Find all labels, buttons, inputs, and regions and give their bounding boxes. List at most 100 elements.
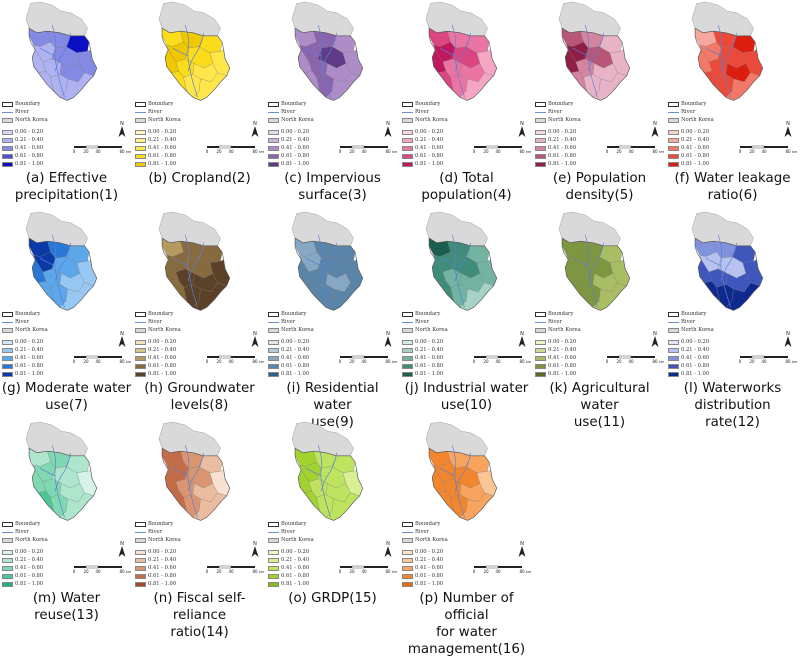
- legend-label: North Korea: [415, 537, 448, 543]
- legend-class: 0.81 - 1.00: [135, 580, 187, 588]
- legend-class: 0.61 - 0.80: [668, 362, 720, 370]
- map-legend: Boundary River North Korea 0.00 - 0.20 0.21 …: [135, 310, 187, 378]
- river-swatch: [2, 531, 13, 533]
- scale-segment: [740, 356, 752, 358]
- scale-segment: [85, 145, 99, 149]
- scale-tick: 80: [252, 149, 258, 154]
- scale-segment: [74, 146, 86, 148]
- map-panel: Boundary River North Korea 0.00 - 0.20 0.21 …: [266, 421, 399, 637]
- class-swatch: [2, 129, 13, 135]
- north-label: N: [120, 541, 124, 547]
- legend-class: 0.21 - 0.40: [668, 346, 720, 354]
- caption-line: use(11): [573, 415, 626, 430]
- class-swatch: [2, 145, 13, 151]
- map-panel: Boundary River North Korea 0.00 - 0.20 0.21 …: [133, 1, 266, 217]
- boundary-swatch: [668, 311, 679, 317]
- caption-line: (m) Water reuse(13): [32, 591, 101, 623]
- river-line: [705, 47, 722, 57]
- legend-label: Boundary: [15, 101, 41, 107]
- legend-label: Boundary: [548, 311, 574, 317]
- scale-unit: km: [526, 150, 532, 154]
- river-swatch: [2, 321, 13, 323]
- class-swatch: [535, 145, 546, 151]
- scale-tick: 40: [628, 149, 634, 154]
- caption-line: (c) Impervious: [284, 171, 381, 186]
- river-line: [720, 242, 737, 282]
- scale-tick: 40: [361, 359, 367, 364]
- scale-tick: 40: [361, 569, 367, 574]
- legend-class-label: 0.00 - 0.20: [281, 549, 310, 555]
- legend-class-label: 0.81 - 1.00: [281, 371, 310, 377]
- boundary-swatch: [135, 101, 146, 107]
- legend-class: 0.21 - 0.40: [535, 136, 587, 144]
- legend-label: River: [281, 109, 296, 115]
- scale-tick: 80: [119, 359, 125, 364]
- legend-class-label: 0.21 - 0.40: [281, 347, 310, 353]
- legend-class-label: 0.81 - 1.00: [15, 581, 44, 587]
- scale-tick: 80: [385, 149, 391, 154]
- legend-boundary: Boundary: [535, 100, 587, 108]
- panel-caption: (f) Water leakage ratio(6): [666, 170, 799, 204]
- river-swatch: [402, 321, 413, 323]
- legend-label: Boundary: [148, 311, 174, 317]
- legend-class-label: 0.00 - 0.20: [148, 339, 177, 345]
- scale-segment: [351, 355, 365, 359]
- river-swatch: [268, 111, 279, 113]
- legend-river: River: [2, 108, 54, 116]
- caption-line: distribution rate(12): [694, 398, 771, 430]
- boundary-swatch: [402, 521, 413, 527]
- map-panel: Boundary River North Korea 0.00 - 0.20 0.21 …: [0, 421, 133, 637]
- scale-segment: [74, 356, 86, 358]
- class-swatch: [535, 363, 546, 369]
- panel-caption: (l) Waterworks distribution rate(12): [666, 380, 799, 431]
- legend-class-label: 0.21 - 0.40: [281, 557, 310, 563]
- scale-tick: 20: [483, 149, 489, 154]
- legend-river: River: [268, 108, 320, 116]
- legend-boundary: Boundary: [135, 520, 187, 528]
- river-line: [172, 467, 189, 477]
- choropleth-map: [425, 421, 498, 521]
- class-swatch: [402, 137, 413, 143]
- legend-label: Boundary: [15, 311, 41, 317]
- boundary-swatch: [268, 521, 279, 527]
- scale-segment: [631, 146, 655, 148]
- caption-line: (a) Effective: [25, 171, 108, 186]
- scale-tick: 20: [83, 149, 89, 154]
- choropleth-map: [158, 211, 231, 311]
- river-line: [39, 467, 56, 477]
- legend-class: 0.00 - 0.20: [268, 128, 320, 136]
- class-swatch: [268, 145, 279, 151]
- scale-segment: [485, 145, 499, 149]
- scale-tick: 80: [252, 569, 258, 574]
- legend-label: North Korea: [548, 117, 581, 123]
- class-swatch: [135, 363, 146, 369]
- class-swatch: [268, 371, 279, 377]
- legend-label: River: [148, 109, 163, 115]
- legend-class: 0.41 - 0.60: [135, 354, 187, 362]
- legend-river: River: [135, 108, 187, 116]
- class-swatch: [2, 339, 13, 345]
- legend-north-korea: North Korea: [402, 326, 454, 334]
- legend-class: 0.41 - 0.60: [535, 144, 587, 152]
- choropleth-map: [691, 1, 764, 101]
- class-swatch: [135, 565, 146, 571]
- class-swatch: [535, 355, 546, 361]
- legend-class: 0.00 - 0.20: [402, 548, 454, 556]
- legend-class: 0.81 - 1.00: [402, 160, 454, 168]
- legend-river: River: [402, 318, 454, 326]
- north-label: N: [120, 121, 124, 127]
- legend-label: Boundary: [281, 521, 307, 527]
- choropleth-map: [158, 421, 231, 521]
- caption-line: density(5): [565, 188, 634, 203]
- river-line: [717, 24, 731, 98]
- north-korea-region: [691, 1, 754, 37]
- legend-class: 0.00 - 0.20: [135, 548, 187, 556]
- scale-segment: [85, 565, 99, 569]
- caption-line: (l) Waterworks: [683, 381, 782, 396]
- caption-line: (o) GRDP(15): [288, 591, 377, 606]
- north-arrow-icon: N: [118, 121, 126, 137]
- legend-label: River: [681, 109, 696, 115]
- class-swatch: [135, 145, 146, 151]
- north-label: N: [253, 121, 257, 127]
- legend-class-label: 0.21 - 0.40: [681, 347, 710, 353]
